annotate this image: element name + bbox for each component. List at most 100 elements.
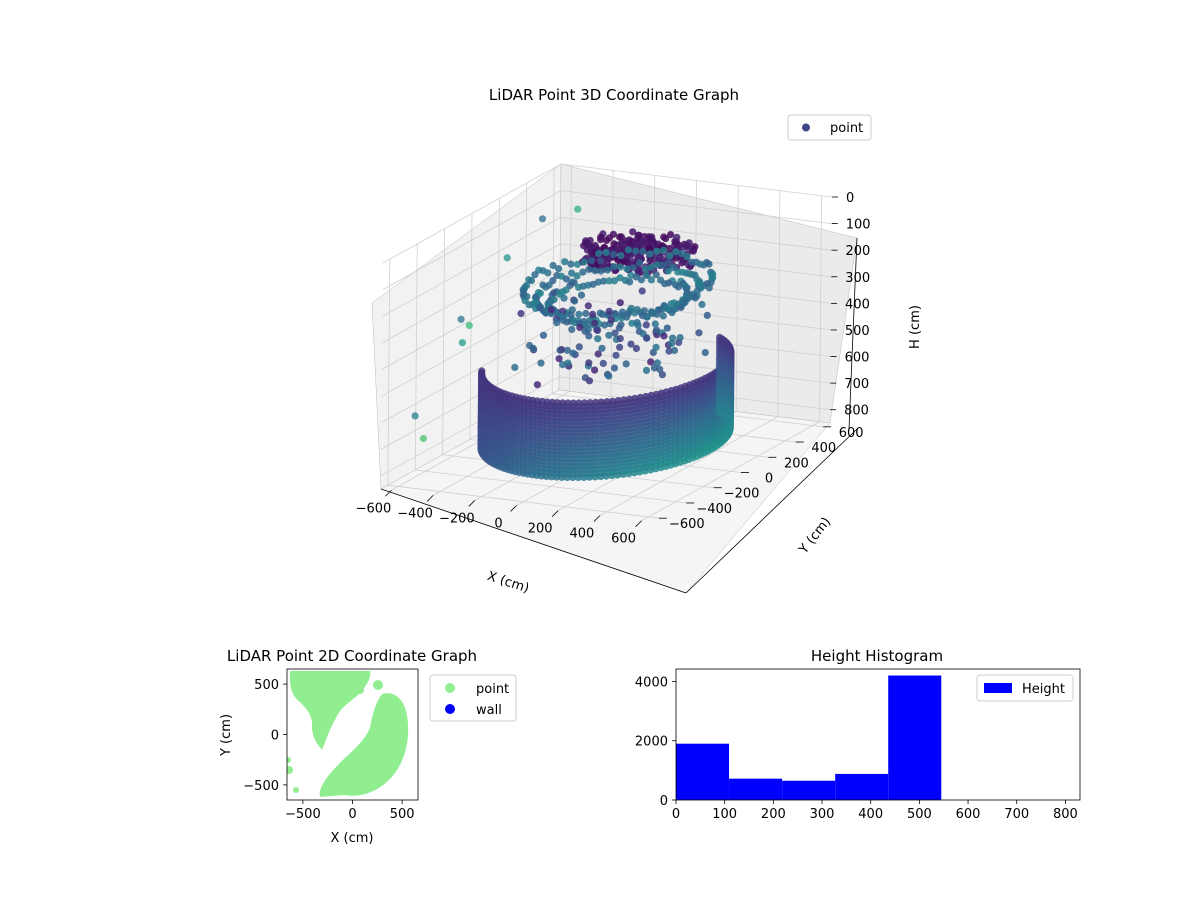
point-3d <box>602 472 610 480</box>
z-tick-label-3d-3: 300 <box>845 271 870 286</box>
outlier-point-3d <box>411 412 419 420</box>
point-3d <box>661 280 669 288</box>
x-tick-label-2d-1: 0 <box>348 807 356 822</box>
point-blob-1 <box>373 680 383 690</box>
point-blob-5 <box>293 787 299 793</box>
x-tick-label-3d-0: −600 <box>356 501 392 516</box>
point-3d <box>646 250 654 258</box>
z-tick-label-3d-8: 800 <box>844 404 869 419</box>
y-tick-label-3d-0: −600 <box>669 517 705 532</box>
point-3d <box>603 236 611 244</box>
y-tick-label-2d-2: 500 <box>254 678 279 693</box>
grid-left-y-0 <box>387 259 391 486</box>
point-3d <box>630 469 639 477</box>
histogram-bar-1 <box>729 778 783 800</box>
point-3d <box>522 281 531 290</box>
point-3d <box>629 228 637 236</box>
z-tick-label-3d-6: 600 <box>845 351 870 366</box>
point-3d <box>567 311 575 319</box>
point-3d <box>555 290 564 298</box>
hist-x-tick-label-6: 600 <box>956 807 981 822</box>
hist-y-tick-label-1: 2000 <box>635 735 668 750</box>
point-3d <box>567 260 575 268</box>
grid-z-0 <box>382 163 833 264</box>
point-3d <box>659 261 667 269</box>
point-3d <box>639 247 647 255</box>
point-3d <box>701 349 709 357</box>
point-3d <box>658 371 667 379</box>
point-3d <box>574 473 582 482</box>
point-3d <box>645 235 653 243</box>
point-3d <box>595 249 603 258</box>
point-3d <box>591 266 599 275</box>
point-3d <box>531 271 539 279</box>
point-3d <box>616 343 624 351</box>
x-tick-label-3d-3: 0 <box>494 517 502 532</box>
point-3d <box>576 323 584 332</box>
point-3d <box>575 310 583 318</box>
point-3d <box>585 359 593 367</box>
outlier-point-3d <box>419 434 427 443</box>
grid-floor-y-1 <box>415 469 687 504</box>
point-3d <box>575 343 583 351</box>
point-3d <box>676 334 684 342</box>
point-3d <box>597 257 605 265</box>
legend-3d-label-point: point <box>830 121 863 136</box>
point-3d <box>529 344 537 352</box>
point-3d <box>597 267 605 275</box>
legend-histogram: Height <box>976 674 1074 702</box>
y-tick-label-3d-1: −400 <box>696 502 732 517</box>
point-3d <box>594 350 602 358</box>
point-3d <box>652 271 660 279</box>
point-3d <box>610 277 619 285</box>
point-3d <box>689 247 698 255</box>
point-3d <box>660 246 668 254</box>
outlier-point-3d <box>503 254 511 262</box>
legend-histogram-swatch <box>984 683 1012 693</box>
point-3d <box>698 300 706 309</box>
x-tick-3d-1 <box>426 495 434 502</box>
legend-2d-label-wall: wall <box>476 703 502 718</box>
point-3d <box>619 470 627 478</box>
point-3d <box>550 289 558 297</box>
z-axis-label-3d: H (cm) <box>908 305 923 349</box>
point-3d <box>643 334 651 342</box>
histogram-bar-0 <box>676 743 730 800</box>
point-3d <box>625 470 633 478</box>
point-3d <box>632 344 641 352</box>
point-3d <box>555 265 563 273</box>
point-cloud-2d <box>287 671 409 797</box>
y-tick-label-2d-1: 0 <box>271 729 279 744</box>
point-3d <box>548 473 556 481</box>
point-3d <box>573 260 582 268</box>
point-3d <box>614 471 622 479</box>
grid-z-8 <box>380 376 831 477</box>
grid-left-y-1 <box>414 243 418 470</box>
point-3d <box>599 359 607 367</box>
point-3d <box>616 263 625 271</box>
point-3d <box>591 366 599 374</box>
point-3d <box>580 473 588 481</box>
point-3d <box>586 236 594 245</box>
grid-left-y-2 <box>442 228 446 455</box>
point-3d <box>641 467 649 475</box>
point-3d <box>545 281 553 289</box>
chart-3d: LiDAR Point 3D Coordinate Graph −600 −400… <box>356 86 923 596</box>
point-3d <box>610 263 618 271</box>
point-3d <box>568 269 576 277</box>
point-3d <box>536 304 544 312</box>
point-3d <box>653 326 661 334</box>
outlier-point-3d <box>458 339 466 347</box>
point-3d <box>547 306 555 314</box>
chart-2d-title: LiDAR Point 2D Coordinate Graph <box>227 647 477 665</box>
x-tick-3d-6 <box>635 520 642 528</box>
point-3d <box>612 351 620 359</box>
grid-z-3 <box>382 243 832 344</box>
point-3d <box>605 331 613 339</box>
point-3d <box>611 329 619 337</box>
point-3d <box>559 307 567 315</box>
hist-x-tick-label-5: 500 <box>907 807 932 822</box>
hist-y-tick-label-2: 4000 <box>635 675 668 690</box>
point-blob-4 <box>287 757 291 763</box>
legend-3d-marker-point <box>802 123 810 132</box>
